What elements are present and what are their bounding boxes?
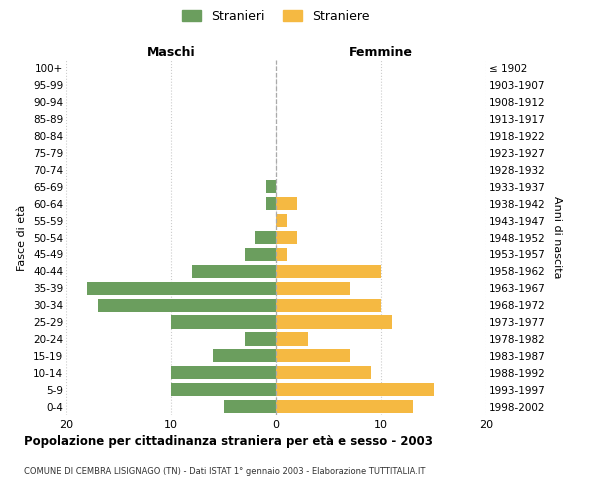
Bar (265, 197, 276, 210)
Bar (276, 400, 413, 413)
Bar (276, 248, 287, 261)
Bar (245, 248, 276, 261)
Bar (276, 231, 297, 244)
Text: Popolazione per cittadinanza straniera per età e sesso - 2003: Popolazione per cittadinanza straniera p… (24, 435, 433, 448)
Bar (276, 282, 349, 295)
Bar (171, 316, 276, 328)
Bar (213, 349, 276, 362)
Text: Femmine: Femmine (349, 46, 413, 59)
Bar (276, 264, 381, 278)
Bar (87, 282, 276, 295)
Bar (245, 332, 276, 345)
Legend: Stranieri, Straniere: Stranieri, Straniere (179, 6, 373, 26)
Text: COMUNE DI CEMBRA LISIGNAGO (TN) - Dati ISTAT 1° gennaio 2003 - Elaborazione TUTT: COMUNE DI CEMBRA LISIGNAGO (TN) - Dati I… (24, 468, 425, 476)
Bar (276, 214, 287, 227)
Bar (276, 316, 392, 328)
Bar (223, 400, 276, 413)
Bar (97, 298, 276, 312)
Y-axis label: Anni di nascita: Anni di nascita (552, 196, 562, 279)
Bar (276, 366, 371, 380)
Bar (265, 180, 276, 194)
Bar (276, 383, 433, 396)
Bar (255, 231, 276, 244)
Bar (276, 332, 308, 345)
Text: Maschi: Maschi (146, 46, 196, 59)
Y-axis label: Fasce di età: Fasce di età (17, 204, 28, 270)
Bar (171, 383, 276, 396)
Bar (276, 197, 297, 210)
Bar (192, 264, 276, 278)
Bar (276, 298, 381, 312)
Bar (276, 349, 349, 362)
Bar (171, 366, 276, 380)
